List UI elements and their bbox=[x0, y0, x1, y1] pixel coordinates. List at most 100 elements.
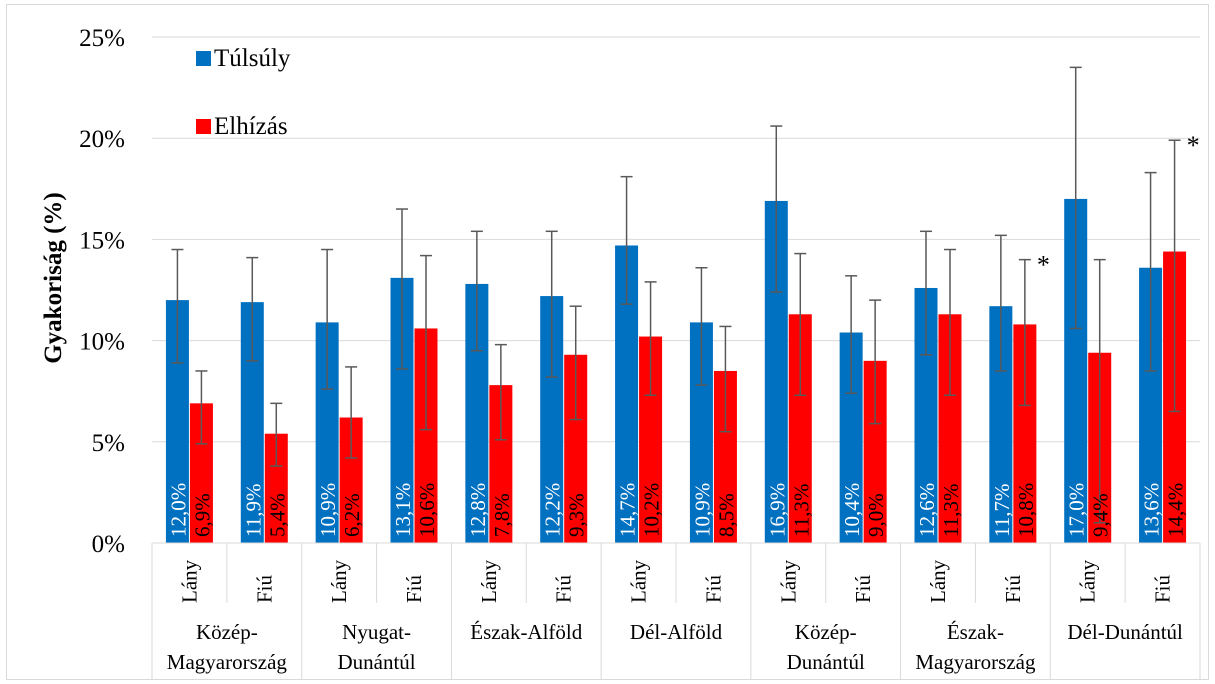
data-label: 8,5% bbox=[714, 493, 738, 537]
x-tick-label: Lány bbox=[926, 559, 950, 603]
y-tick-label: 0% bbox=[92, 531, 125, 558]
group-label: Nyugat- bbox=[342, 620, 411, 644]
bar-tulsuly bbox=[1139, 267, 1163, 543]
group-label: Dunántúl bbox=[787, 650, 865, 674]
data-label: 10,6% bbox=[415, 483, 439, 537]
group-label: Magyarország bbox=[915, 650, 1036, 674]
x-tick-label: Fiú bbox=[402, 574, 426, 603]
x-tick-label: Lány bbox=[776, 559, 800, 603]
data-label: 16,9% bbox=[765, 483, 789, 537]
chart-frame: 0% 5% 10% 15% 20% 25% 12,0% 6,9% 11,9% 5,4% 10,9%… bbox=[6, 4, 1209, 681]
x-tick-label: Fiú bbox=[701, 574, 725, 603]
legend-swatch bbox=[196, 51, 211, 66]
data-label: 10,4% bbox=[840, 483, 864, 537]
grid-lines bbox=[152, 36, 1200, 443]
data-label: 12,8% bbox=[466, 483, 490, 537]
data-label: 6,9% bbox=[190, 493, 214, 537]
bar-chart: 0% 5% 10% 15% 20% 25% 12,0% 6,9% 11,9% 5,4% 10,9%… bbox=[40, 25, 1201, 681]
data-label: 9,3% bbox=[565, 493, 589, 537]
bar-tulsuly bbox=[615, 245, 639, 544]
data-label: 12,0% bbox=[166, 483, 190, 537]
legend-label: Elhízás bbox=[214, 113, 288, 140]
bar-tulsuly bbox=[465, 283, 489, 543]
x-tick-label: Lány bbox=[327, 559, 351, 603]
data-label: 17,0% bbox=[1065, 483, 1089, 537]
data-label: 10,8% bbox=[1014, 483, 1038, 537]
data-label: 14,4% bbox=[1164, 483, 1188, 537]
group-label: Észak- bbox=[947, 620, 1004, 644]
data-label: 13,1% bbox=[391, 483, 415, 537]
y-tick-label: 10% bbox=[79, 329, 125, 356]
y-tick-label: 5% bbox=[92, 430, 125, 457]
error-bars bbox=[171, 66, 1181, 524]
bar-elhizas bbox=[788, 314, 812, 543]
data-label: 9,4% bbox=[1089, 493, 1113, 537]
data-label: 12,2% bbox=[541, 483, 565, 537]
bar-elhizas bbox=[189, 403, 213, 543]
bar-elhizas bbox=[414, 328, 438, 543]
x-tick-label: Fiú bbox=[552, 574, 576, 603]
data-label: 11,7% bbox=[990, 484, 1014, 537]
bar-elhizas bbox=[863, 360, 887, 543]
x-tick-label: Lány bbox=[477, 559, 501, 603]
x-tick-label: Lány bbox=[177, 559, 201, 603]
data-label: 7,8% bbox=[490, 493, 514, 537]
data-label: 10,9% bbox=[316, 483, 340, 537]
data-label: 5,4% bbox=[265, 493, 289, 537]
group-label: Közép- bbox=[196, 620, 258, 644]
bar-tulsuly bbox=[1064, 198, 1088, 544]
group-label: Észak-Alföld bbox=[470, 620, 582, 644]
data-labels: 12,0% 6,9% 11,9% 5,4% 10,9% 6,2% 13,1% 10,6% 12,… bbox=[166, 483, 1187, 537]
data-label: 9,0% bbox=[864, 493, 888, 537]
bar-tulsuly bbox=[914, 287, 938, 543]
data-label: 10,2% bbox=[640, 483, 664, 537]
x-tick-label: Fiú bbox=[851, 574, 875, 603]
bar-elhizas bbox=[339, 417, 363, 543]
x-tick-label: Fiú bbox=[1151, 574, 1175, 603]
group-label: Magyarország bbox=[167, 650, 288, 674]
bar-tulsuly bbox=[540, 296, 564, 543]
data-label: 14,7% bbox=[616, 483, 640, 537]
x-tick-label: Fiú bbox=[1001, 574, 1025, 603]
legend-swatch bbox=[196, 119, 211, 134]
bar-tulsuly bbox=[240, 302, 264, 543]
data-label: 12,6% bbox=[915, 483, 939, 537]
bar-tulsuly bbox=[989, 306, 1013, 543]
bar-tulsuly bbox=[390, 277, 414, 543]
x-axis: Lány Fiú Lány Fiú Lány Fiú Lány Fiú Lány Fiú Lány F… bbox=[151, 542, 1201, 681]
x-tick-label: Fiú bbox=[252, 574, 276, 603]
group-label: Dél-Alföld bbox=[630, 620, 723, 644]
bar-tulsuly bbox=[315, 322, 339, 543]
data-label: 13,6% bbox=[1140, 483, 1164, 537]
y-tick-label: 15% bbox=[79, 227, 125, 254]
bar-elhizas bbox=[264, 433, 288, 543]
group-label: Közép- bbox=[795, 620, 857, 644]
y-axis-label: Gyakoriság (%) bbox=[40, 192, 67, 364]
bar-tulsuly bbox=[165, 300, 189, 543]
legend-label: Túlsúly bbox=[214, 45, 291, 72]
group-label: Dél-Dunántúl bbox=[1067, 620, 1183, 644]
bar-elhizas bbox=[564, 354, 588, 543]
group-label: Dunántúl bbox=[337, 650, 415, 674]
bar-elhizas bbox=[639, 336, 663, 543]
bar-elhizas bbox=[938, 314, 962, 543]
bar-tulsuly bbox=[764, 200, 788, 543]
bar-elhizas bbox=[1013, 324, 1037, 543]
y-tick-label: 25% bbox=[79, 25, 125, 52]
legend: Túlsúly Elhízás bbox=[196, 45, 291, 140]
bar-elhizas bbox=[713, 370, 737, 543]
data-label: 10,9% bbox=[690, 483, 714, 537]
x-tick-label: Lány bbox=[627, 559, 651, 603]
significance-asterisk: * bbox=[1187, 131, 1200, 160]
data-label: 11,3% bbox=[939, 484, 963, 537]
data-label: 11,9% bbox=[241, 484, 265, 537]
data-label: 11,3% bbox=[789, 484, 813, 537]
y-tick-label: 20% bbox=[79, 126, 125, 153]
annotations: ** bbox=[1037, 131, 1200, 279]
x-tick-label: Lány bbox=[1076, 559, 1100, 603]
data-label: 6,2% bbox=[340, 493, 364, 537]
y-axis-ticks: 0% 5% 10% 15% 20% 25% bbox=[79, 25, 125, 558]
significance-asterisk: * bbox=[1037, 251, 1050, 280]
bar-tulsuly bbox=[689, 322, 713, 543]
bar-elhizas bbox=[489, 385, 513, 543]
